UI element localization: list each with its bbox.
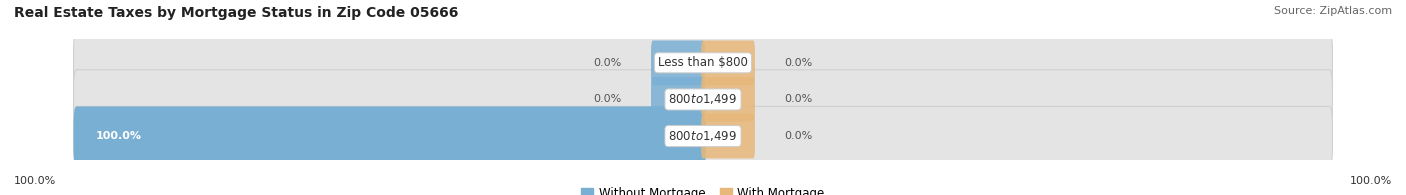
Text: Real Estate Taxes by Mortgage Status in Zip Code 05666: Real Estate Taxes by Mortgage Status in …	[14, 6, 458, 20]
Text: 100.0%: 100.0%	[96, 131, 142, 141]
Text: 0.0%: 0.0%	[785, 58, 813, 68]
FancyBboxPatch shape	[702, 77, 755, 122]
FancyBboxPatch shape	[73, 33, 1333, 92]
Text: 0.0%: 0.0%	[593, 94, 621, 105]
Text: 100.0%: 100.0%	[1350, 176, 1392, 185]
FancyBboxPatch shape	[651, 41, 704, 85]
Text: 100.0%: 100.0%	[14, 176, 56, 185]
Text: Source: ZipAtlas.com: Source: ZipAtlas.com	[1274, 6, 1392, 16]
FancyBboxPatch shape	[73, 70, 1333, 129]
FancyBboxPatch shape	[73, 106, 1333, 166]
Text: 0.0%: 0.0%	[785, 94, 813, 105]
FancyBboxPatch shape	[702, 114, 755, 158]
FancyBboxPatch shape	[651, 77, 704, 122]
FancyBboxPatch shape	[73, 106, 706, 166]
Text: $800 to $1,499: $800 to $1,499	[668, 129, 738, 143]
Legend: Without Mortgage, With Mortgage: Without Mortgage, With Mortgage	[576, 182, 830, 195]
Text: Less than $800: Less than $800	[658, 56, 748, 69]
FancyBboxPatch shape	[702, 41, 755, 85]
FancyBboxPatch shape	[651, 114, 704, 158]
Text: 0.0%: 0.0%	[785, 131, 813, 141]
Text: $800 to $1,499: $800 to $1,499	[668, 92, 738, 106]
Text: 0.0%: 0.0%	[593, 58, 621, 68]
